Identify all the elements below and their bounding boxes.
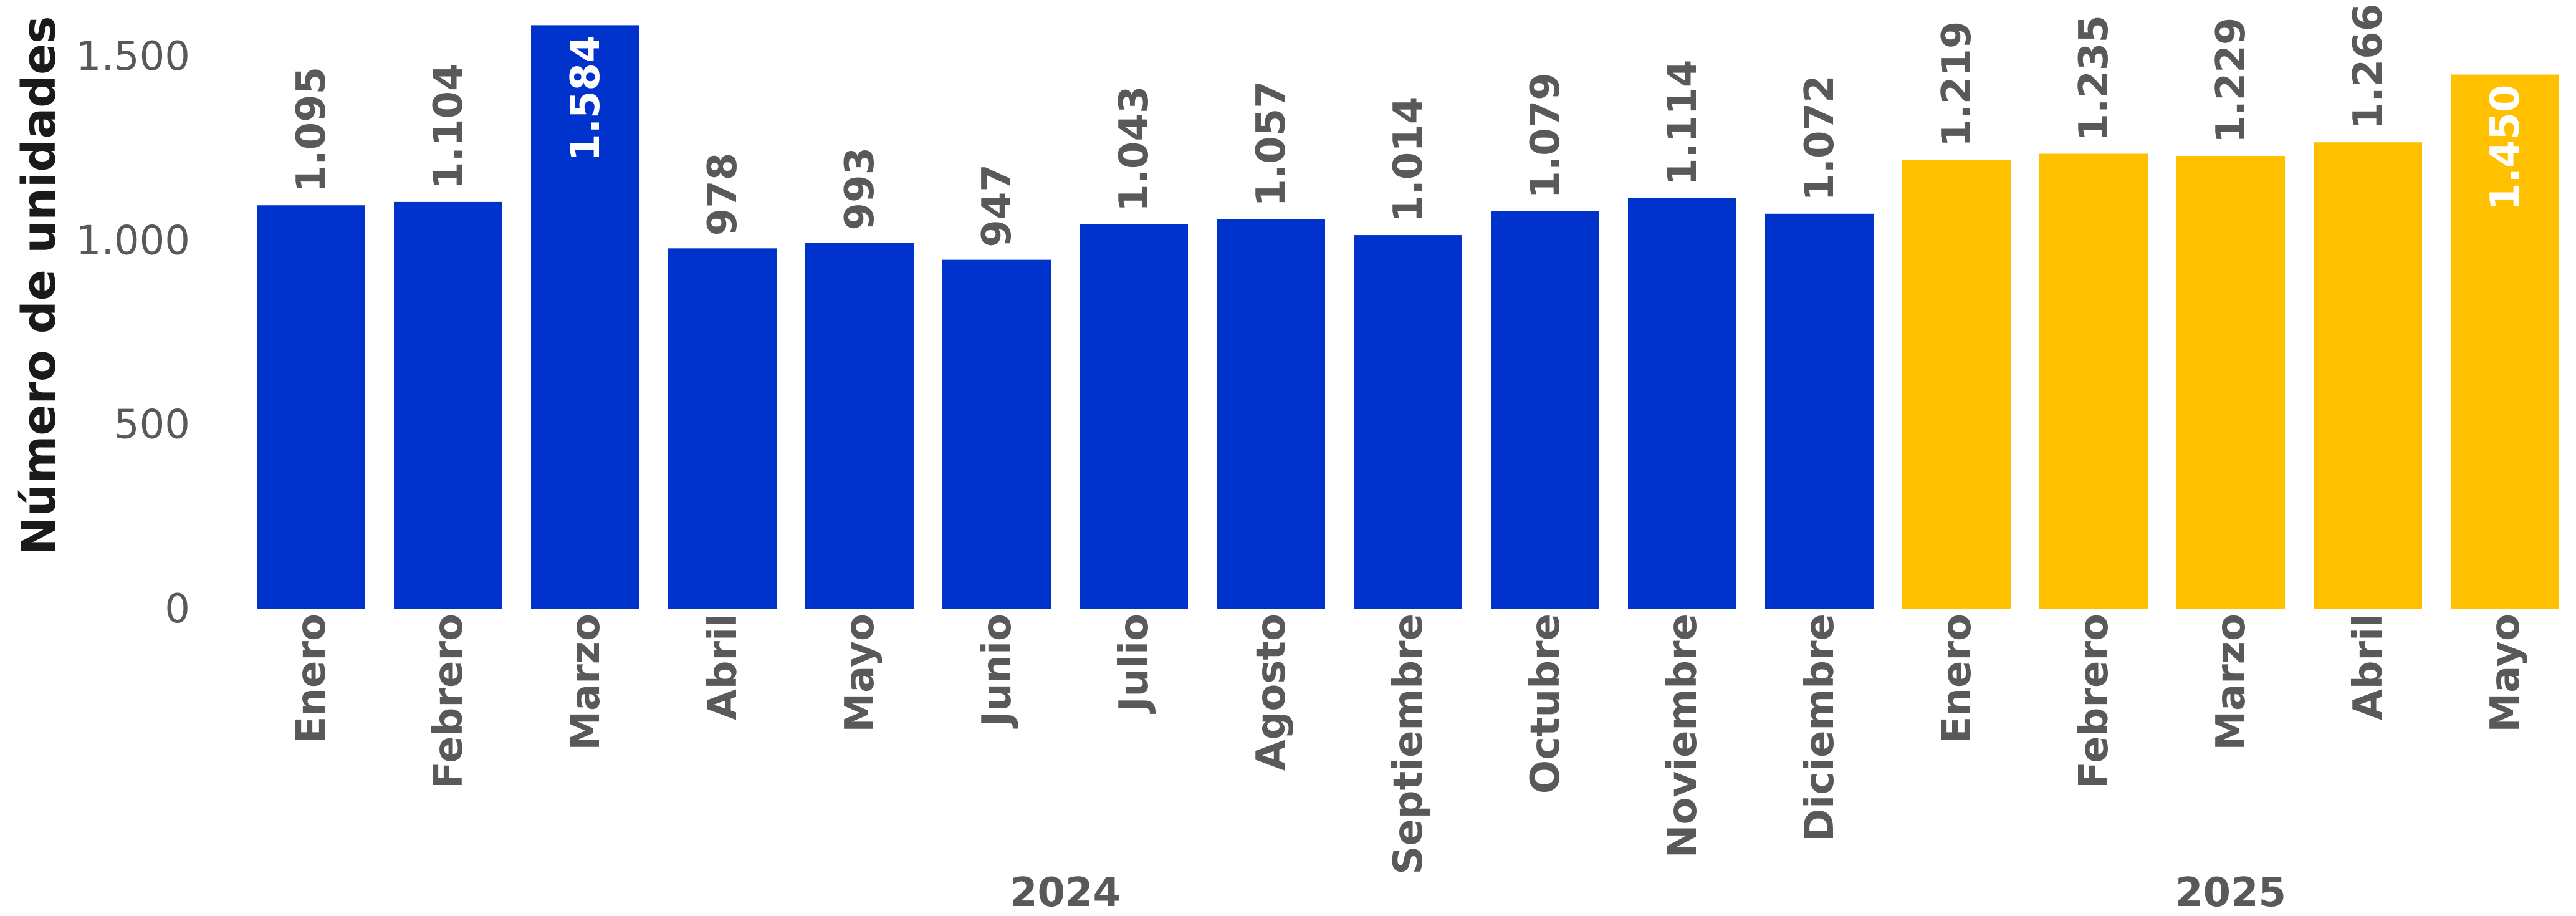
bar bbox=[394, 201, 502, 609]
data-label: 1.057 bbox=[1248, 80, 1295, 206]
bar bbox=[2451, 74, 2559, 609]
bar bbox=[1765, 213, 1874, 609]
x-tick-label: Diciembre bbox=[1797, 614, 1843, 842]
bar bbox=[531, 25, 639, 609]
data-label: 1.014 bbox=[1386, 97, 1432, 223]
year-label: 2024 bbox=[1010, 870, 1121, 916]
bar bbox=[2314, 142, 2422, 609]
data-label: 947 bbox=[974, 164, 1020, 248]
bar bbox=[1491, 211, 1599, 609]
x-tick-label: Marzo bbox=[2208, 614, 2254, 751]
y-axis-label: Número de unidades bbox=[12, 16, 66, 556]
bar bbox=[1354, 235, 1462, 609]
bar bbox=[1217, 219, 1325, 609]
data-label: 1.229 bbox=[2208, 17, 2254, 143]
bar bbox=[805, 243, 914, 609]
x-tick-label: Enero bbox=[289, 614, 335, 743]
x-tick-label: Septiembre bbox=[1386, 614, 1432, 875]
data-label: 978 bbox=[700, 153, 746, 236]
x-tick-label: Octubre bbox=[1523, 614, 1569, 794]
year-labels: 2024 2025 bbox=[1010, 870, 2286, 916]
data-label: 1.114 bbox=[1660, 60, 1706, 186]
x-tick-label: Junio bbox=[974, 614, 1020, 729]
data-label: 1.079 bbox=[1523, 72, 1569, 198]
data-label: 1.043 bbox=[1111, 85, 1157, 211]
data-label: 1.266 bbox=[2345, 4, 2392, 130]
y-tick-label: 1.500 bbox=[76, 34, 190, 80]
x-tick-label: Abril bbox=[700, 614, 746, 720]
x-tick-label: Mayo bbox=[837, 614, 883, 733]
bar bbox=[1628, 198, 1736, 609]
bar bbox=[2039, 153, 2148, 609]
x-tick-label: Abril bbox=[2345, 614, 2392, 720]
year-label: 2025 bbox=[2175, 870, 2286, 916]
data-label: 1.072 bbox=[1797, 75, 1843, 201]
x-tick-label: Julio bbox=[1111, 614, 1157, 714]
data-label: 993 bbox=[837, 147, 883, 231]
data-label: 1.450 bbox=[2483, 85, 2529, 211]
x-tick-label: Enero bbox=[1934, 614, 1980, 743]
data-label: 1.584 bbox=[563, 35, 609, 161]
x-tick-label: Febrero bbox=[426, 614, 472, 789]
data-label: 1.219 bbox=[1934, 21, 1980, 147]
data-label: 1.104 bbox=[426, 63, 472, 189]
bar bbox=[942, 259, 1051, 609]
bar bbox=[2176, 156, 2285, 609]
x-tick-label: Marzo bbox=[563, 614, 609, 751]
x-tick-label: Febrero bbox=[2071, 614, 2117, 789]
bar bbox=[257, 205, 365, 609]
x-tick-label: Noviembre bbox=[1660, 614, 1706, 858]
x-tick-label: Agosto bbox=[1248, 614, 1295, 771]
y-tick-label: 0 bbox=[165, 586, 190, 632]
y-tick-label: 500 bbox=[114, 402, 190, 448]
y-axis: 0 500 1.000 1.500 bbox=[76, 34, 190, 632]
y-tick-label: 1.000 bbox=[76, 218, 190, 264]
x-tick-label: Mayo bbox=[2483, 614, 2529, 733]
bar bbox=[1080, 224, 1188, 609]
x-axis-labels: Enero Febrero Marzo Abril Mayo Junio Julio Agos… bbox=[289, 614, 2529, 875]
bars: 1.095 1.104 1.584 978 993 947 1.043 1.057 1.014 1… bbox=[257, 4, 2559, 609]
bar bbox=[1902, 159, 2011, 609]
data-label: 1.235 bbox=[2071, 15, 2117, 141]
data-label: 1.095 bbox=[289, 67, 335, 193]
bar bbox=[668, 248, 777, 609]
